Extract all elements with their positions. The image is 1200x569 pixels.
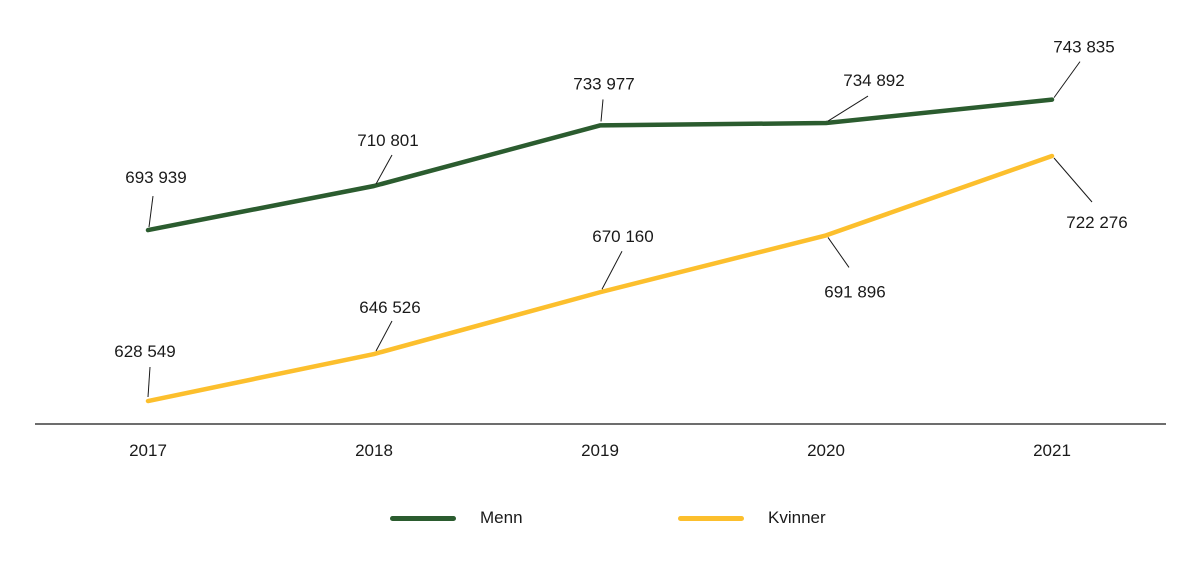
label-leader-line bbox=[601, 251, 623, 290]
chart-legend: Menn Kvinner bbox=[0, 505, 1200, 531]
data-point-label: 734 892 bbox=[843, 71, 904, 90]
series-line-menn bbox=[145, 97, 1055, 233]
label-leader-line bbox=[827, 95, 869, 122]
data-point-label: 628 549 bbox=[114, 342, 175, 361]
x-tick-label: 2019 bbox=[581, 441, 619, 460]
label-leader-line bbox=[600, 99, 604, 122]
legend-label-kvinner: Kvinner bbox=[768, 508, 826, 527]
data-point-label: 693 939 bbox=[125, 168, 186, 187]
label-leader-line bbox=[148, 196, 154, 228]
legend-label-menn: Menn bbox=[480, 508, 523, 527]
data-point-label: 733 977 bbox=[573, 74, 634, 93]
label-leader-line bbox=[827, 237, 850, 268]
data-point-label: 646 526 bbox=[359, 298, 420, 317]
label-leader-line bbox=[375, 320, 393, 352]
x-tick-label: 2021 bbox=[1033, 441, 1071, 460]
legend-swatch-kvinner-line bbox=[678, 515, 744, 521]
legend-swatch-menn-line bbox=[390, 515, 456, 521]
data-point-label: 743 835 bbox=[1053, 38, 1114, 57]
data-point-label: 691 896 bbox=[824, 282, 885, 301]
legend-item-kvinner: Kvinner bbox=[678, 505, 826, 531]
x-tick-label: 2018 bbox=[355, 441, 393, 460]
series-line-kvinner bbox=[145, 153, 1055, 404]
data-point-label: 722 276 bbox=[1066, 213, 1127, 232]
label-leader-line bbox=[1053, 157, 1093, 203]
label-leader-line bbox=[375, 154, 393, 185]
label-leader-line bbox=[1053, 61, 1081, 98]
x-tick-label: 2020 bbox=[807, 441, 845, 460]
legend-item-menn: Menn bbox=[390, 505, 523, 531]
label-leader-line bbox=[147, 366, 151, 398]
line-chart: 2017 2018 2019 2020 2021 693 939 710 801 733 97… bbox=[35, 38, 1166, 460]
data-point-label: 710 801 bbox=[357, 131, 418, 150]
data-point-label: 670 160 bbox=[592, 227, 653, 246]
x-tick-label: 2017 bbox=[129, 441, 167, 460]
